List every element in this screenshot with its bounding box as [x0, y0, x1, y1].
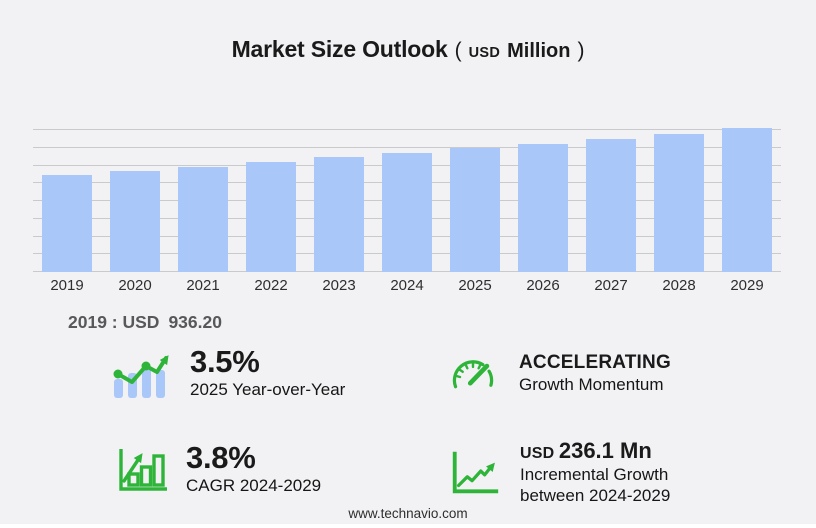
gauge-icon: [447, 350, 499, 396]
bar-slot: [441, 110, 509, 272]
bar-2028: [654, 133, 704, 272]
bar-slot: [645, 110, 713, 272]
x-tick-label: 2022: [254, 277, 288, 294]
bar-slot: [509, 110, 577, 272]
momentum-value: ACCELERATING: [519, 351, 671, 373]
x-tick-label: 2023: [322, 277, 356, 294]
stat-yoy: 3.5% 2025 Year-over-Year: [112, 346, 345, 400]
bars-trendline-icon: [112, 346, 174, 400]
yoy-label: 2025 Year-over-Year: [190, 379, 346, 399]
bar-slot: [169, 110, 237, 272]
bar-2023: [314, 157, 364, 272]
title-paren-open: (: [454, 39, 462, 62]
bar-2029: [722, 128, 772, 272]
outline-bars-arrow-icon: [114, 443, 172, 495]
bar-2026: [518, 143, 568, 272]
x-tick-label: 2020: [118, 277, 152, 294]
incremental-label-line2: between 2024-2029: [520, 486, 671, 505]
bar-2020: [110, 170, 160, 272]
bar-slot: [33, 110, 101, 272]
gridline: [33, 129, 781, 130]
bar-2022: [246, 162, 296, 272]
cagr-value: 3.8%: [186, 440, 256, 475]
cagr-label: CAGR 2024-2029: [186, 475, 322, 495]
base-year-value: 936.20: [168, 312, 222, 332]
x-tick-label: 2026: [526, 277, 560, 294]
yoy-value: 3.5%: [190, 344, 260, 380]
x-tick-label: 2024: [390, 277, 424, 294]
incremental-value-line: USD 236.1 Mn: [520, 438, 670, 464]
bar-2025: [450, 148, 500, 272]
bar-slot: [101, 110, 169, 272]
x-tick-label: 2029: [730, 277, 764, 294]
page-title: Market Size Outlook ( USD Million ): [0, 36, 816, 63]
x-tick-label: 2019: [50, 277, 84, 294]
stat-momentum: ACCELERATING Growth Momentum: [447, 350, 671, 396]
stat-cagr: 3.8% CAGR 2024-2029: [114, 440, 322, 496]
title-unit-currency: USD: [468, 45, 501, 61]
x-tick-label: 2021: [186, 277, 220, 294]
base-year-prefix: 2019 : USD: [68, 312, 160, 332]
bottom-strip: [0, 524, 816, 528]
bar-chart-plot-area: [33, 110, 781, 272]
gridline: [33, 146, 781, 148]
incremental-label-line1: Incremental Growth: [520, 465, 669, 484]
title-unit-scale: Million: [507, 40, 571, 62]
bar-slot: [713, 110, 781, 272]
bar-2021: [178, 166, 228, 272]
x-axis-labels: 2019 2020 2021 2022 2023 2024 2025 2026 2027 2028…: [33, 277, 781, 294]
bar-slot: [305, 110, 373, 272]
footer-url: www.technavio.com: [348, 506, 468, 521]
title-text: Market Size Outlook: [231, 36, 448, 62]
axes-trend-arrow-icon: [447, 446, 503, 498]
bar-2024: [382, 152, 432, 272]
bar-2019: [42, 175, 92, 272]
stat-incremental: USD 236.1 Mn Incremental Growth between …: [447, 438, 670, 506]
base-year-value-note: 2019 : USD 936.20: [68, 312, 222, 333]
bar-slot: [577, 110, 645, 272]
bar-slot: [373, 110, 441, 272]
momentum-label: Growth Momentum: [519, 374, 664, 394]
bar-2027: [586, 138, 636, 272]
bar-series: [33, 110, 781, 272]
incremental-currency: USD: [520, 445, 555, 462]
bar-slot: [237, 110, 305, 272]
incremental-value: 236.1 Mn: [558, 438, 652, 463]
x-tick-label: 2025: [458, 277, 492, 294]
title-paren-close: ): [577, 39, 585, 62]
x-tick-label: 2027: [594, 277, 628, 294]
x-tick-label: 2028: [662, 277, 696, 294]
